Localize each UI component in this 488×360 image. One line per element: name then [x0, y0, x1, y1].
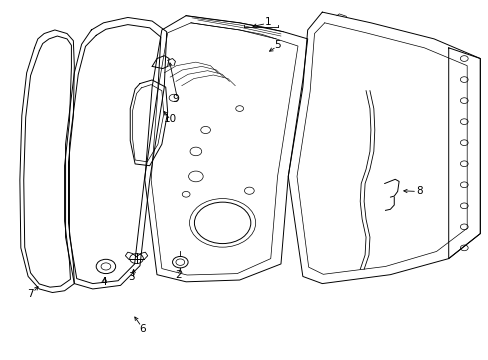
Text: 2: 2 [175, 270, 182, 280]
Text: 10: 10 [163, 113, 177, 123]
Text: 4: 4 [100, 277, 106, 287]
Text: 3: 3 [128, 272, 135, 282]
Text: 9: 9 [172, 94, 179, 104]
Text: 8: 8 [415, 186, 422, 197]
Text: 5: 5 [274, 40, 280, 50]
Text: 7: 7 [27, 289, 34, 299]
Text: 1: 1 [264, 17, 271, 27]
Text: 6: 6 [139, 324, 145, 334]
